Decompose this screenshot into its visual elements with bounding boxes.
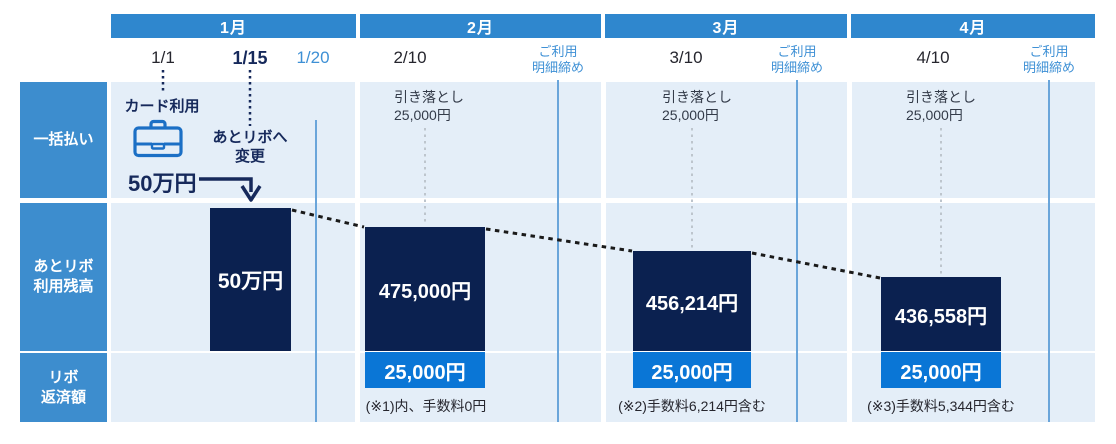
briefcase-icon xyxy=(133,119,183,158)
repayment-bar-february: 25,000円 xyxy=(365,352,485,388)
month-divider xyxy=(601,82,606,422)
balance-bar-april: 436,558円 xyxy=(881,277,1001,351)
repayment-bar-april: 25,000円 xyxy=(881,352,1001,388)
date-label-3-10: 3/10 xyxy=(669,48,703,67)
date-label-1-15: 1/15 xyxy=(232,48,268,68)
balance-bar-january: 50万円 xyxy=(210,208,291,351)
withdrawal-label-april: 引き落とし 25,000円 xyxy=(906,89,976,123)
statement-cutoff-label-march: ご利用 明細締め xyxy=(770,44,824,75)
withdrawal-label-february: 引き落とし 25,000円 xyxy=(394,89,464,123)
month-divider xyxy=(355,82,360,422)
card-use-label: カード利用 xyxy=(124,98,200,115)
fee-note-1: (※1)内、手数料0円 xyxy=(365,398,487,414)
change-arrow-head xyxy=(240,185,262,202)
row-label-lump-sum: 一括払い xyxy=(20,82,107,198)
statement-cutoff-label-february: ご利用 明細締め xyxy=(531,44,585,75)
date-label-2-10: 2/10 xyxy=(393,48,427,67)
initial-amount-label: 50万円 xyxy=(128,171,197,196)
date-label-1-1: 1/1 xyxy=(151,48,175,67)
fee-note-2: (※2)手数料6,214円含む xyxy=(618,398,766,414)
fee-note-3: (※3)手数料5,344円含む xyxy=(867,398,1015,414)
date-label-1-20: 1/20 xyxy=(296,48,330,67)
withdrawal-label-march: 引き落とし 25,000円 xyxy=(662,89,732,123)
repayment-bar-march: 25,000円 xyxy=(633,352,751,388)
cutoff-line-january xyxy=(315,120,317,422)
cutoff-line-february xyxy=(557,80,559,422)
statement-cutoff-label-april: ご利用 明細締め xyxy=(1022,44,1076,75)
cutoff-line-march xyxy=(796,80,798,422)
month-header-march: 3月 xyxy=(605,14,847,38)
month-header-april: 4月 xyxy=(851,14,1095,38)
month-header-february: 2月 xyxy=(360,14,601,38)
change-to-revolving-label: あとリボへ 変更 xyxy=(212,129,288,165)
balance-bar-february: 475,000円 xyxy=(365,227,485,351)
balance-decline-connector-2 xyxy=(485,227,633,253)
balance-bar-march: 456,214円 xyxy=(633,251,751,351)
row-label-revolving-repayment: リボ 返済額 xyxy=(20,353,107,422)
date-label-4-10: 4/10 xyxy=(916,48,950,67)
row-label-revolving-balance: あとリボ 利用残高 xyxy=(20,203,107,351)
change-arrow xyxy=(199,177,253,192)
balance-decline-connector-1 xyxy=(291,208,365,229)
month-divider xyxy=(847,82,852,422)
month-header-january: 1月 xyxy=(111,14,356,38)
balance-decline-connector-3 xyxy=(751,251,881,280)
cutoff-line-april xyxy=(1048,80,1050,422)
